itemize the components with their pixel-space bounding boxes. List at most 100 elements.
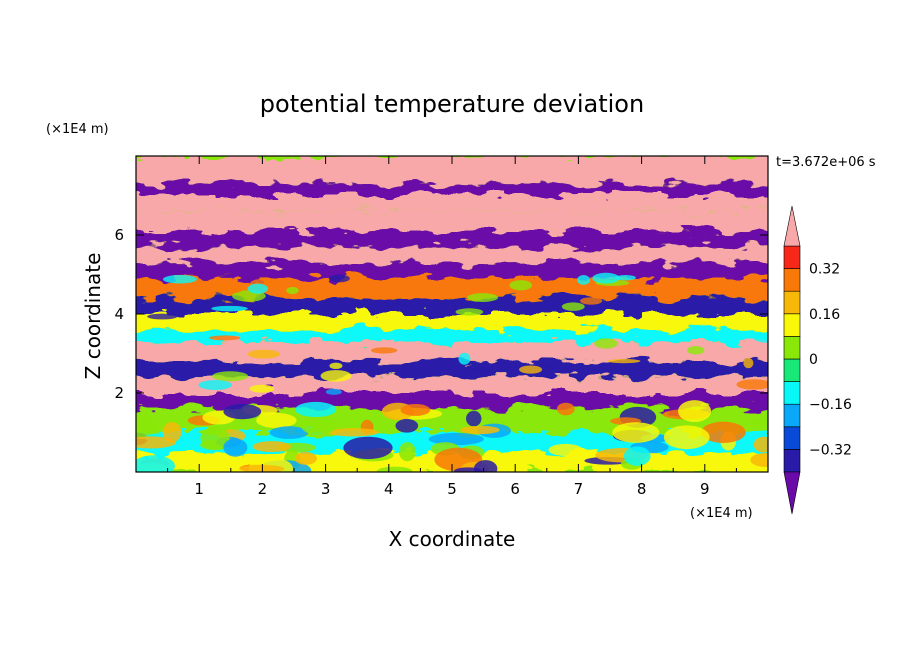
heatmap-blob — [556, 402, 575, 416]
heatmap-blob — [594, 338, 618, 349]
heatmap-band-9 — [136, 314, 768, 330]
heatmap-blob — [616, 295, 637, 300]
x-axis-label: X coordinate — [389, 527, 516, 551]
heatmap-blob — [247, 283, 269, 294]
heatmap-band-4 — [136, 231, 768, 247]
heatmap-band-10 — [136, 329, 768, 342]
colorbar-box — [783, 336, 801, 360]
heatmap-band-8 — [136, 298, 768, 314]
heatmap-blob — [400, 403, 431, 416]
colorbar-bottom-arrow — [783, 471, 801, 515]
heatmap-blob — [212, 283, 244, 294]
heatmap-field — [136, 156, 768, 472]
heatmap-blob — [300, 416, 337, 435]
colorbar-box — [783, 245, 801, 269]
x-tick-label: 3 — [321, 480, 331, 498]
x-tick-label: 4 — [384, 480, 394, 498]
colorbar-top-arrow — [783, 205, 801, 247]
heatmap-blob — [614, 275, 636, 281]
colorbar-box — [783, 358, 801, 382]
heatmap-blob — [370, 347, 398, 354]
heatmap-blob — [208, 335, 241, 341]
heatmap-blob — [687, 346, 705, 355]
chart-title: potential temperature deviation — [260, 90, 644, 118]
heatmap-blob — [327, 428, 380, 437]
heatmap-blob — [577, 275, 591, 285]
heatmap-blob — [677, 400, 712, 423]
heatmap-band-2 — [136, 195, 768, 212]
y-unit-label: (×1E4 m) — [46, 122, 109, 137]
heatmap-blob — [223, 438, 248, 457]
heatmap-blob — [623, 446, 651, 466]
y-tick-label: 2 — [114, 384, 124, 402]
heatmap-blob — [198, 379, 232, 390]
colorbar-box — [783, 268, 801, 292]
x-axis: 1 2 3 4 5 6 7 8 9 — [167, 156, 737, 498]
heatmap-blob — [343, 436, 393, 460]
heatmap-blob — [607, 358, 641, 364]
heatmap-blob — [294, 451, 317, 465]
x-tick-label: 2 — [258, 480, 268, 498]
heatmap-blob — [592, 272, 620, 284]
heatmap-bands — [136, 156, 768, 472]
colorbar: 0.32 0.16 0 −0.16 −0.32 — [783, 205, 852, 515]
y-tick-label: 6 — [114, 226, 124, 244]
colorbar-tick-label: 0.16 — [809, 307, 840, 323]
heatmap-blob — [247, 349, 280, 359]
heatmap-blob — [136, 436, 176, 449]
heatmap-blob — [249, 384, 275, 393]
heatmap-band-6 — [136, 262, 768, 279]
heatmap-blob — [211, 305, 248, 312]
heatmap-blob — [750, 453, 768, 467]
colorbar-tick-label: −0.16 — [809, 397, 852, 413]
heatmap-blob — [200, 426, 230, 450]
heatmap-blob — [162, 274, 197, 284]
heatmap-blob — [269, 426, 309, 439]
heatmap-blob — [473, 365, 494, 374]
heatmap-blob — [162, 421, 182, 443]
heatmap-blob — [701, 421, 746, 443]
heatmap-blob — [561, 302, 585, 311]
heatmap-blob — [286, 286, 299, 295]
heatmap-blob — [398, 442, 416, 462]
x-unit-label: (×1E4 m) — [690, 506, 753, 521]
heatmap-blob — [548, 443, 583, 456]
colorbar-tick-label: 0 — [809, 352, 818, 368]
heatmap-band-13 — [136, 377, 768, 393]
heatmap-band-3 — [136, 211, 768, 232]
heatmap-blob — [579, 297, 603, 305]
heatmap-blob — [328, 274, 350, 283]
heatmap-blob — [686, 318, 720, 326]
heatmap-blob — [663, 425, 710, 450]
heatmap-band-14 — [136, 393, 768, 409]
heatmap-blob — [252, 441, 292, 453]
heatmap-blob — [612, 422, 660, 443]
heatmap-blob — [743, 357, 754, 369]
heatmap-band-5 — [136, 246, 768, 263]
heatmap-blob — [136, 416, 158, 440]
heatmap-blob — [455, 308, 484, 316]
colorbar-box — [783, 449, 801, 473]
heatmap-band-12 — [136, 361, 768, 378]
heatmap-blob — [453, 467, 483, 472]
heatmap-blob — [223, 403, 262, 420]
heatmap-blob — [428, 432, 484, 446]
x-tick-label: 1 — [194, 480, 204, 498]
heatmap-blob — [256, 412, 297, 429]
colorbar-box — [783, 381, 801, 405]
x-tick-label: 6 — [510, 480, 520, 498]
heatmap-band-1 — [136, 183, 768, 196]
colorbar-box — [783, 313, 801, 337]
heatmap-blob — [320, 370, 352, 382]
heatmap-blob — [212, 371, 249, 382]
heatmap-blobs — [136, 272, 768, 472]
heatmap-blob — [460, 425, 500, 435]
heatmap-blob — [752, 332, 768, 343]
heatmap-blob — [753, 436, 768, 453]
time-label: t=3.672e+06 s — [776, 155, 876, 170]
heatmap-blob — [466, 410, 482, 427]
heatmap-blob — [325, 388, 342, 395]
heatmap-blob — [376, 466, 413, 472]
heatmap-blob — [329, 362, 343, 370]
